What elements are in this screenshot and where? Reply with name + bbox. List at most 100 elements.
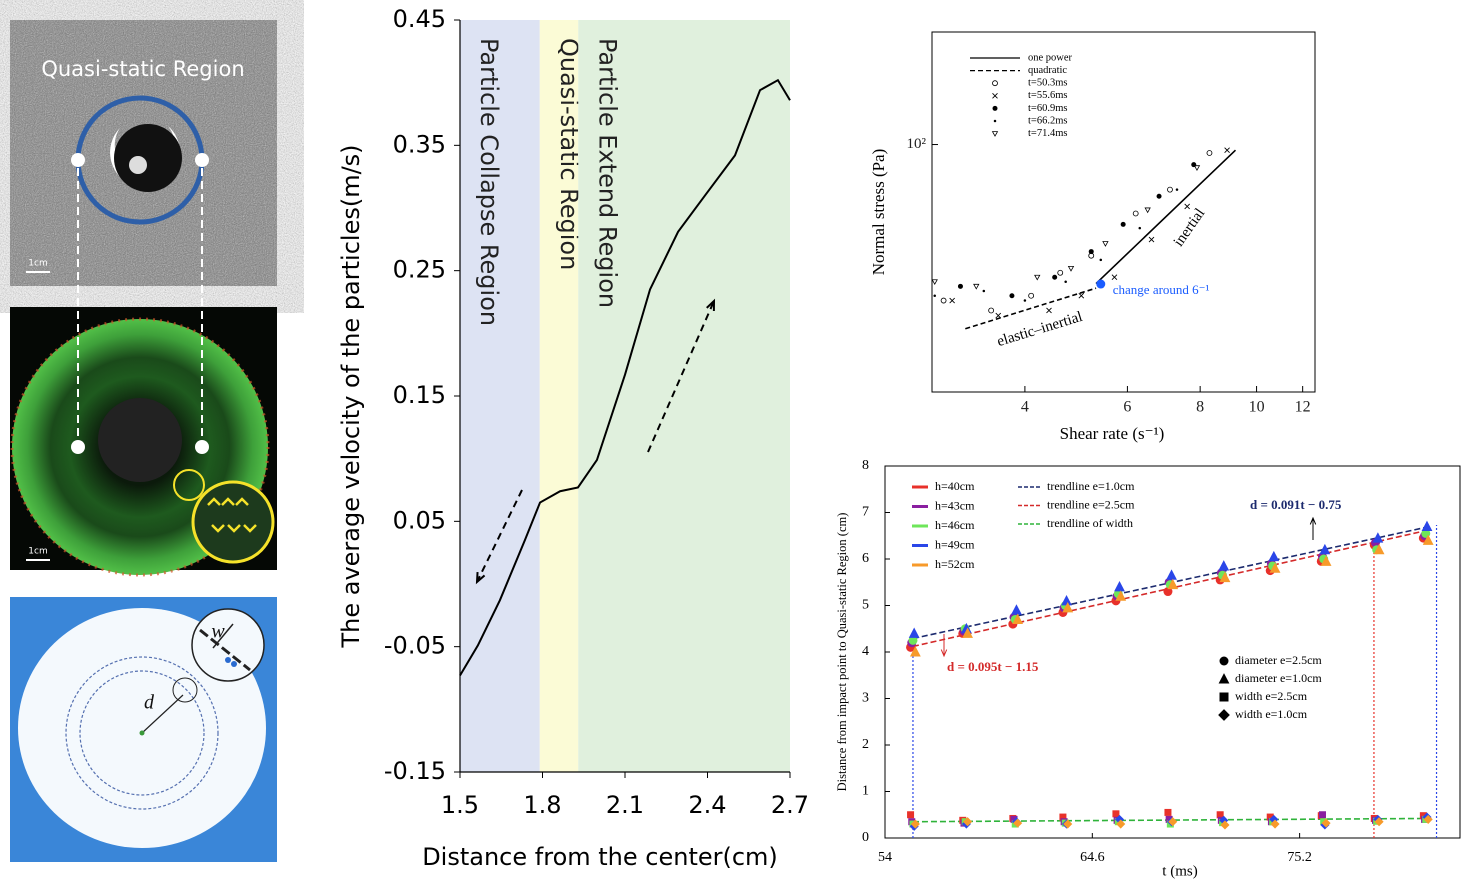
- annotation: elastic–inertial: [995, 309, 1084, 350]
- data-point: [1224, 147, 1230, 153]
- data-point: [1064, 280, 1067, 283]
- x-tick-label: 10: [1249, 399, 1265, 416]
- width-point: [1318, 811, 1326, 819]
- zoom-arrows: [207, 497, 257, 533]
- y-tick-label: 0.05: [393, 506, 446, 534]
- zoom-source: [173, 469, 205, 501]
- diameter-point: [1269, 562, 1281, 573]
- data-point: [1144, 207, 1151, 214]
- diameter-point: [1061, 595, 1072, 606]
- legend-label: h=49cm: [935, 537, 975, 551]
- legend-marker: [1218, 709, 1230, 721]
- data-point: [1046, 307, 1052, 314]
- region-band: [539, 20, 579, 772]
- diameter-point: [1268, 550, 1280, 562]
- data-point: [1138, 226, 1142, 230]
- velocity-chart: Particle Collapse Region Quasi-static Reg…: [337, 5, 809, 871]
- y-tick-label: 0: [862, 830, 869, 845]
- panel-title: Quasi-static Region: [41, 57, 244, 81]
- fit-line: [1095, 149, 1237, 285]
- data-point: [1111, 274, 1118, 281]
- zoom-inset: [191, 608, 265, 682]
- legend-label: quadratic: [1028, 65, 1067, 76]
- legend-label: trendline e=1.0cm: [1047, 479, 1135, 493]
- width-point: [1374, 817, 1384, 827]
- width-point: [1321, 818, 1331, 828]
- y-tick-label: 6: [862, 551, 869, 566]
- data-point: [1132, 210, 1139, 217]
- width-arrow: [212, 623, 234, 649]
- y-tick-label: 10²: [907, 136, 927, 152]
- cavity: [114, 124, 182, 192]
- legend-marker: [992, 80, 998, 87]
- region-band: [578, 20, 790, 772]
- legend-label: h=40cm: [935, 479, 975, 493]
- center: [139, 730, 145, 736]
- data-point: [1156, 193, 1162, 199]
- diameter-point: [1320, 555, 1332, 566]
- arrow-head: [475, 571, 486, 585]
- distance-label: d: [144, 692, 155, 714]
- diameter-point: [1421, 520, 1433, 531]
- width-point: [1013, 818, 1023, 828]
- image-panel: 1cm: [10, 168, 277, 577]
- x-tick-label: 2.7: [771, 791, 809, 819]
- data-point: [973, 283, 980, 290]
- data-point: [988, 307, 995, 314]
- legend-label: trendline e=2.5cm: [1047, 497, 1135, 511]
- x-tick-label: 6: [1123, 399, 1131, 416]
- zoom-inset: [191, 480, 275, 564]
- ring-point: [71, 153, 85, 167]
- change-point: [1096, 279, 1106, 289]
- legend-marker: [1218, 673, 1230, 684]
- width-point: [1063, 819, 1073, 829]
- data-point: [1078, 292, 1085, 299]
- legend-marker: [1219, 692, 1229, 702]
- data-point: [931, 279, 938, 286]
- data-point: [940, 297, 947, 304]
- stress-chart: 4 6 8 10 12 10² one power quadratic t=50.3mst=55…: [869, 31, 1316, 443]
- width-point: [1270, 819, 1280, 829]
- width-point: [1116, 819, 1126, 829]
- y-axis-label: Distance from impact point to Quasi-stat…: [835, 513, 849, 792]
- width-point: [1165, 815, 1173, 823]
- diameter-point: [908, 627, 920, 638]
- arrow-head: [940, 649, 948, 658]
- y-tick-label: 0.35: [393, 130, 446, 158]
- ring-point: [195, 440, 209, 454]
- data-point: [1057, 269, 1064, 276]
- equation: d = 0.095t − 1.15: [947, 659, 1039, 674]
- y-tick-label: 0.25: [393, 256, 446, 284]
- legend-label: diameter e=1.0cm: [1235, 671, 1322, 685]
- x-tick-label: 12: [1295, 399, 1311, 416]
- x-tick-label: 1.8: [523, 791, 561, 819]
- data-point: [1067, 266, 1075, 272]
- x-tick-label: 75.2: [1287, 850, 1312, 865]
- distance-arrow: [141, 694, 184, 734]
- plot-frame: [931, 31, 1316, 393]
- diameter-point: [1372, 532, 1384, 543]
- arrow-line: [647, 300, 715, 453]
- y-axis-label: Normal stress (Pa): [869, 149, 888, 276]
- y-tick-label: 2: [862, 737, 869, 752]
- y-tick-label: -0.15: [384, 757, 446, 785]
- ring-point: [71, 440, 85, 454]
- data-point: [1088, 249, 1094, 255]
- legend-label: t=55.6ms: [1028, 90, 1067, 101]
- width-point: [1423, 814, 1433, 824]
- diameter-point: [1219, 571, 1231, 583]
- data-point: [1191, 162, 1197, 168]
- equation: d = 0.091t − 0.75: [1250, 497, 1342, 512]
- width-point: [1220, 820, 1230, 830]
- diameter-point: [1167, 578, 1179, 590]
- width-point: [963, 817, 973, 827]
- cavity: [98, 398, 182, 482]
- data-point: [933, 294, 936, 297]
- diameter-point: [909, 646, 921, 657]
- legend-label: width e=1.0cm: [1235, 707, 1308, 721]
- width-point: [910, 819, 920, 829]
- legend-label: t=60.9ms: [1028, 103, 1067, 114]
- width-point: [1419, 812, 1427, 820]
- y-tick-label: 0.15: [393, 381, 446, 409]
- width-point: [1216, 811, 1224, 819]
